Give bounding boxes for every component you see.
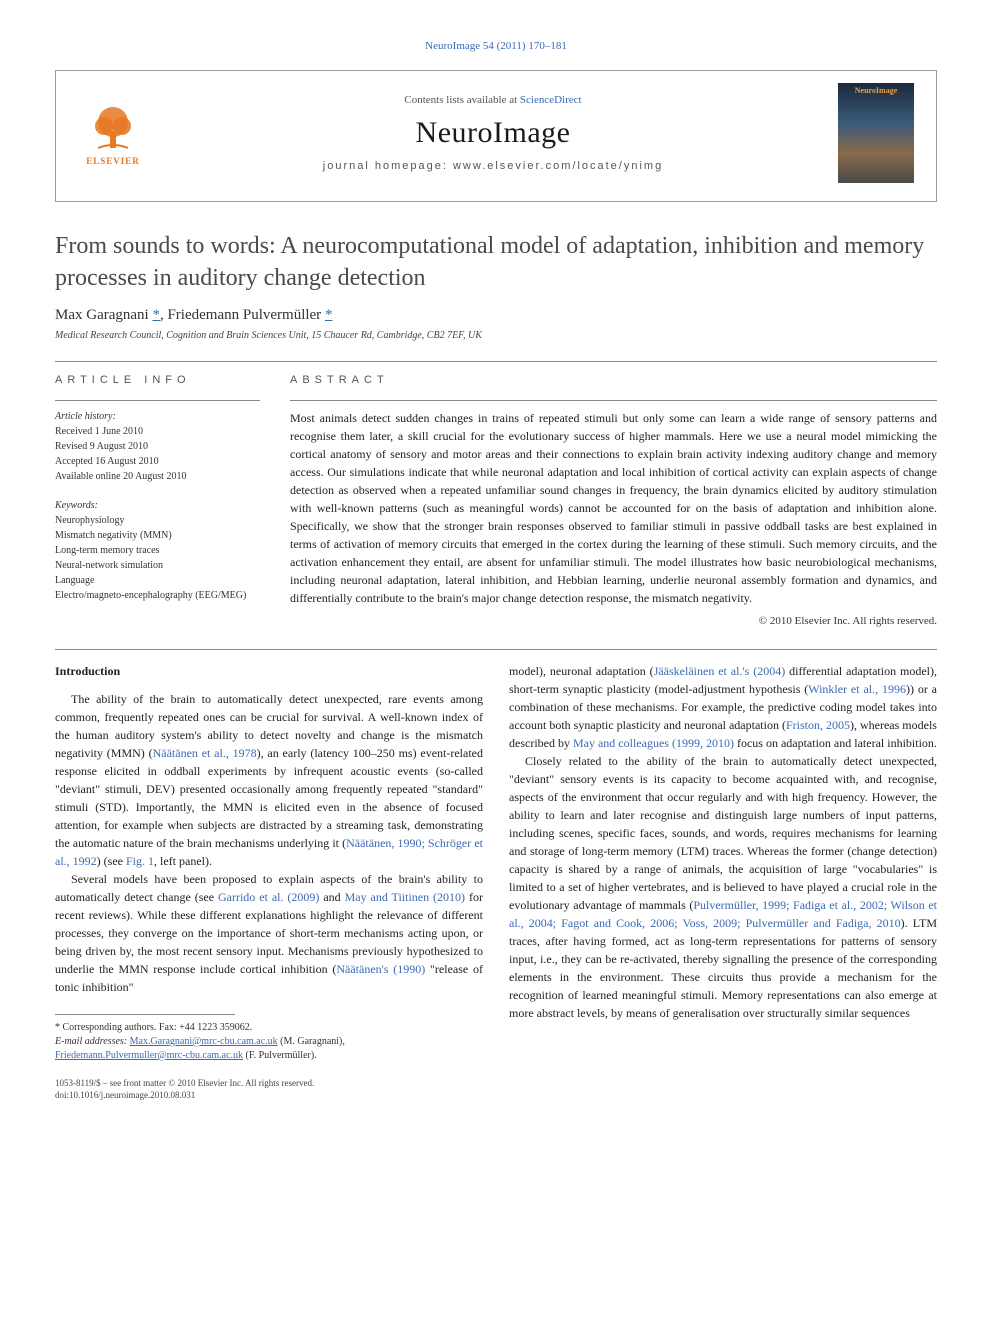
keyword: Neural-network simulation <box>55 558 260 573</box>
affiliation: Medical Research Council, Cognition and … <box>55 330 937 341</box>
journal-name: NeuroImage <box>148 116 838 150</box>
citation-link[interactable]: Näätänen's (1990) <box>336 962 425 976</box>
history-revised: Revised 9 August 2010 <box>55 439 260 454</box>
email-link[interactable]: Max.Garagnani@mrc-cbu.cam.ac.uk <box>130 1036 278 1047</box>
footnote-separator <box>55 1014 235 1015</box>
publisher-logo[interactable]: ELSEVIER <box>78 92 148 174</box>
left-column: Introduction The ability of the brain to… <box>55 662 483 1102</box>
journal-homepage: journal homepage: www.elsevier.com/locat… <box>148 160 838 172</box>
body-columns: Introduction The ability of the brain to… <box>55 662 937 1102</box>
introduction-heading: Introduction <box>55 662 483 680</box>
abstract-text: Most animals detect sudden changes in tr… <box>290 409 937 607</box>
corresponding-footnote: * Corresponding authors. Fax: +44 1223 3… <box>55 1021 483 1063</box>
front-matter: 1053-8119/$ – see front matter © 2010 El… <box>55 1077 483 1102</box>
citation-link[interactable]: Garrido et al. (2009) <box>218 890 319 904</box>
history-received: Received 1 June 2010 <box>55 424 260 439</box>
svg-text:ELSEVIER: ELSEVIER <box>86 156 140 166</box>
author-2[interactable]: Friedemann Pulvermüller <box>167 307 324 323</box>
journal-header: ELSEVIER Contents lists available at Sci… <box>55 70 937 202</box>
info-abstract-row: article info Article history: Received 1… <box>55 374 937 627</box>
citation-link[interactable]: Winkler et al., 1996 <box>808 682 906 696</box>
citation-link[interactable]: May and Tiitinen (2010) <box>345 890 465 904</box>
keyword: Long-term memory traces <box>55 543 260 558</box>
keyword: Language <box>55 573 260 588</box>
abstract-column: abstract Most animals detect sudden chan… <box>290 374 937 627</box>
sciencedirect-link[interactable]: ScienceDirect <box>520 94 582 106</box>
citation-link[interactable]: May and colleagues (1999, 2010) <box>573 736 734 750</box>
contents-line: Contents lists available at ScienceDirec… <box>148 94 838 106</box>
right-column: model), neuronal adaptation (Jääskeläine… <box>509 662 937 1102</box>
authors: Max Garagnani *, Friedemann Pulvermüller… <box>55 307 937 324</box>
keywords-label: Keywords: <box>55 498 260 513</box>
abstract-copyright: © 2010 Elsevier Inc. All rights reserved… <box>290 615 937 627</box>
history-online: Available online 20 August 2010 <box>55 469 260 484</box>
abstract-label: abstract <box>290 374 937 386</box>
separator <box>55 649 937 650</box>
email-link[interactable]: Friedemann.Pulvermuller@mrc-cbu.cam.ac.u… <box>55 1050 243 1061</box>
doi[interactable]: doi:10.1016/j.neuroimage.2010.08.031 <box>55 1089 483 1102</box>
paragraph: model), neuronal adaptation (Jääskeläine… <box>509 662 937 752</box>
article-title: From sounds to words: A neurocomputation… <box>55 230 937 295</box>
article-info-column: article info Article history: Received 1… <box>55 374 260 627</box>
figure-link[interactable]: Fig. 1 <box>126 854 154 868</box>
separator <box>55 361 937 362</box>
paragraph: The ability of the brain to automaticall… <box>55 690 483 870</box>
citation-link[interactable]: Friston, 2005 <box>786 718 850 732</box>
corresponding-star-2[interactable]: * <box>325 307 333 323</box>
keyword: Mismatch negativity (MMN) <box>55 528 260 543</box>
journal-citation[interactable]: NeuroImage 54 (2011) 170–181 <box>55 40 937 52</box>
author-1[interactable]: Max Garagnani <box>55 307 152 323</box>
citation-link[interactable]: Jääskeläinen et al.'s (2004) <box>654 664 786 678</box>
article-info-label: article info <box>55 374 260 386</box>
history-accepted: Accepted 16 August 2010 <box>55 454 260 469</box>
paragraph: Several models have been proposed to exp… <box>55 870 483 996</box>
journal-cover-thumbnail[interactable]: NeuroImage <box>838 83 914 183</box>
keyword: Neurophysiology <box>55 513 260 528</box>
paragraph: Closely related to the ability of the br… <box>509 752 937 1022</box>
page: NeuroImage 54 (2011) 170–181 ELSEVIER Co… <box>0 0 992 1132</box>
corresponding-star-1[interactable]: * <box>152 307 160 323</box>
citation-link[interactable]: Näätänen et al., 1978 <box>153 746 257 760</box>
history-label: Article history: <box>55 409 260 424</box>
keyword: Electro/magneto-encephalography (EEG/MEG… <box>55 588 260 603</box>
